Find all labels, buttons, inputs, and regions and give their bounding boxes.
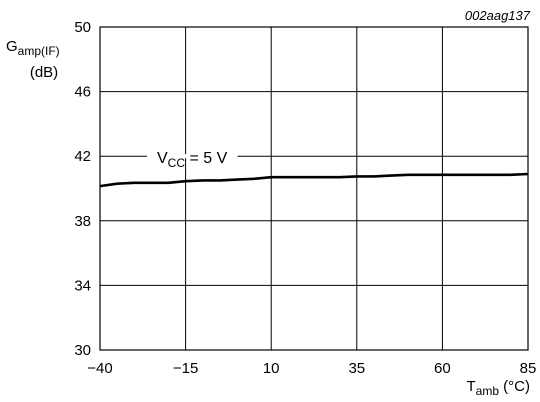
y-tick-label: 34	[74, 277, 91, 294]
y-tick-label: 46	[74, 84, 91, 101]
y-tick-label: 50	[74, 19, 91, 36]
figure-id: 002aag137	[465, 8, 531, 23]
x-axis-label-unit: (°C)	[499, 378, 530, 395]
y-axis-unit: (dB)	[30, 64, 58, 81]
plot-frame	[99, 26, 529, 351]
y-axis-label: Gamp(IF)	[6, 38, 60, 58]
y-axis-label-main: G	[6, 38, 18, 55]
x-axis-label-main: T	[466, 378, 475, 395]
x-tick-label: 35	[348, 360, 365, 377]
y-axis-label-sub: amp(IF)	[18, 44, 60, 58]
x-tick-label: −40	[87, 360, 112, 377]
x-axis-label: Tamb (°C)	[466, 378, 530, 398]
y-tick-labels: 30 34 38 42 46 50	[74, 19, 91, 359]
annotation-main: V	[157, 150, 168, 167]
series-annotation: VCC = 5 V	[157, 150, 228, 170]
x-tick-label: −15	[173, 360, 198, 377]
x-tick-label: 85	[520, 360, 537, 377]
annotation-background	[147, 154, 238, 159]
y-tick-label: 30	[74, 342, 91, 359]
y-tick-label: 38	[74, 213, 91, 230]
grid	[100, 27, 528, 350]
annotation-rest: = 5 V	[185, 150, 228, 167]
x-tick-label: 60	[434, 360, 451, 377]
y-tick-label: 42	[74, 148, 91, 165]
x-tick-labels: −40 −15 10 35 60 85	[87, 360, 536, 377]
series-line	[99, 172, 529, 188]
annotation-sub: CC	[168, 156, 186, 170]
x-axis-label-sub: amb	[476, 384, 500, 398]
x-tick-label: 10	[263, 360, 280, 377]
